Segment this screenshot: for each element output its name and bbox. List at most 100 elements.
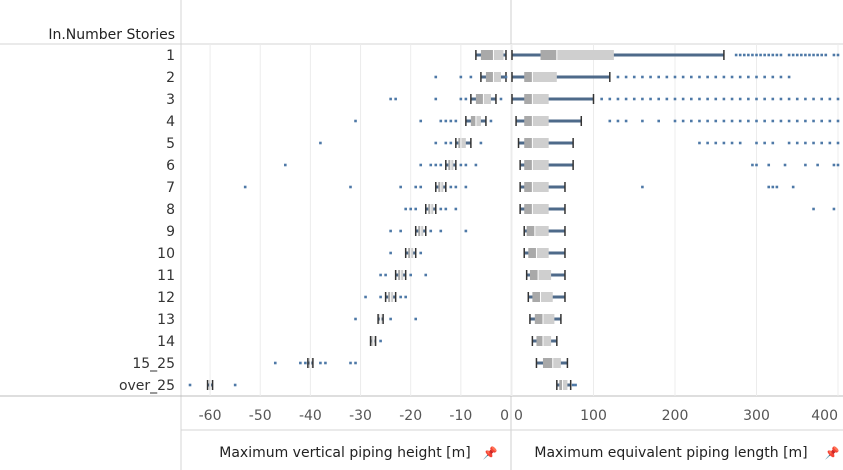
- box-median-q3: [210, 380, 212, 390]
- outlier-point: [608, 97, 612, 101]
- axis-ticks: -60 -50 -40 -30 -20 -10 0 0 100 200 300 400: [199, 408, 838, 424]
- pin-icon[interactable]: 📌: [483, 445, 498, 460]
- outlier-point: [698, 75, 701, 79]
- outlier-point: [812, 119, 815, 123]
- outlier-point: [698, 119, 701, 123]
- outlier-point: [681, 97, 685, 101]
- box-vh-9: [389, 226, 468, 236]
- outlier-point: [299, 361, 302, 365]
- outlier-point: [812, 141, 815, 145]
- outlier-point: [616, 75, 620, 79]
- outlier-point: [828, 97, 832, 101]
- x-tick-label: 400: [811, 408, 838, 424]
- outlier-point: [673, 119, 677, 123]
- box-q1-median: [371, 336, 374, 346]
- outlier-point: [600, 97, 603, 101]
- row-label-15_25: 15_25: [132, 356, 175, 372]
- outlier-point: [812, 97, 815, 101]
- outlier-point: [379, 295, 382, 299]
- row-label-7: 7: [166, 180, 175, 196]
- box-q1-median: [524, 182, 533, 192]
- outlier-point: [459, 75, 463, 79]
- x-axis-title-equivalent-length[interactable]: Maximum equivalent piping length [m]: [534, 445, 807, 461]
- row-label-6: 6: [166, 158, 175, 174]
- outlier-point: [319, 141, 322, 145]
- box-median-q3: [542, 336, 552, 346]
- box-vh-12: [364, 292, 407, 302]
- x-tick-label: 100: [580, 408, 607, 424]
- outlier-point: [742, 53, 746, 57]
- outlier-point: [616, 97, 620, 101]
- outlier-point: [449, 185, 453, 189]
- outlier-point: [414, 185, 418, 189]
- outlier-point: [354, 119, 357, 123]
- box-q1-median: [532, 292, 541, 302]
- x-tick-label: -40: [299, 408, 322, 424]
- outlier-point: [624, 75, 628, 79]
- outlier-point: [730, 75, 734, 79]
- box-el-11: [525, 270, 566, 280]
- outlier-point: [444, 207, 448, 211]
- box-vh-6: [284, 160, 478, 170]
- outlier-point: [464, 163, 468, 167]
- vertical-height-panel: [188, 50, 508, 390]
- outlier-point: [449, 119, 453, 123]
- outlier-point: [459, 163, 463, 167]
- outlier-point: [751, 163, 754, 167]
- box-median-q3: [532, 116, 549, 126]
- outlier-point: [464, 185, 468, 189]
- box-median-q3: [373, 336, 375, 346]
- row-label-14: 14: [157, 334, 175, 350]
- box-q1-median: [448, 160, 451, 170]
- outlier-point: [489, 119, 493, 123]
- box-median-q3: [532, 160, 549, 170]
- box-el-4: [515, 116, 840, 126]
- box-q1-median: [524, 116, 533, 126]
- outlier-point: [804, 119, 807, 123]
- x-axis-title-vertical-height[interactable]: Maximum vertical piping height [m]: [219, 445, 470, 461]
- box-median-q3: [475, 116, 481, 126]
- outlier-point: [755, 119, 758, 123]
- outlier-point: [429, 163, 433, 167]
- outlier-point: [624, 119, 628, 123]
- row-label-10: 10: [157, 246, 175, 262]
- outlier-point: [836, 119, 840, 123]
- outlier-point: [641, 185, 644, 189]
- row-label-3: 3: [166, 92, 175, 108]
- box-median-q3: [556, 50, 614, 60]
- box-q1-median: [458, 138, 461, 148]
- box-median-q3: [532, 204, 549, 214]
- outlier-point: [722, 141, 726, 145]
- outlier-point: [783, 163, 787, 167]
- outlier-point: [767, 185, 771, 189]
- outlier-point: [836, 163, 840, 167]
- outlier-point: [832, 207, 836, 211]
- box-q1-median: [418, 226, 421, 236]
- box-median-q3: [532, 182, 549, 192]
- box-q1-median: [524, 138, 533, 148]
- outlier-point: [771, 185, 775, 189]
- outlier-point: [771, 119, 775, 123]
- outlier-point: [734, 53, 738, 57]
- box-median-q3: [450, 160, 454, 170]
- outlier-point: [284, 163, 287, 167]
- outlier-point: [804, 141, 807, 145]
- outlier-point: [747, 53, 750, 57]
- box-q1-median: [485, 72, 494, 82]
- pin-icon[interactable]: 📌: [825, 445, 840, 460]
- outlier-point: [439, 229, 443, 233]
- outlier-point: [779, 97, 783, 101]
- x-tick-label: -60: [199, 408, 222, 424]
- outlier-point: [673, 75, 677, 79]
- box-q1-median: [470, 116, 476, 126]
- equivalent-length-panel: [511, 50, 840, 390]
- outlier-point: [722, 75, 726, 79]
- box-median-q3: [410, 248, 414, 258]
- outlier-point: [681, 119, 685, 123]
- row-field-header[interactable]: In.Number Stories: [48, 27, 175, 43]
- box-median-q3: [310, 358, 312, 368]
- outlier-point: [419, 185, 423, 189]
- box-q1-median: [526, 226, 535, 236]
- outlier-point: [574, 383, 577, 387]
- outlier-point: [824, 53, 828, 57]
